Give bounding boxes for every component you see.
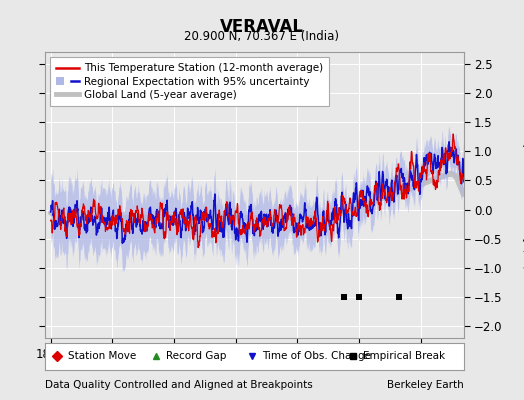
Text: Empirical Break: Empirical Break <box>363 351 445 362</box>
Text: VERAVAL: VERAVAL <box>220 18 304 36</box>
Text: Time of Obs. Change: Time of Obs. Change <box>263 351 372 362</box>
Y-axis label: Temperature Anomaly (°C): Temperature Anomaly (°C) <box>522 121 524 269</box>
Text: Berkeley Earth: Berkeley Earth <box>387 380 464 390</box>
Text: Data Quality Controlled and Aligned at Breakpoints: Data Quality Controlled and Aligned at B… <box>45 380 312 390</box>
Text: 20.900 N, 70.367 E (India): 20.900 N, 70.367 E (India) <box>184 30 340 43</box>
Text: Record Gap: Record Gap <box>166 351 226 362</box>
Text: Station Move: Station Move <box>68 351 136 362</box>
Legend: This Temperature Station (12-month average), Regional Expectation with 95% uncer: This Temperature Station (12-month avera… <box>50 57 330 106</box>
